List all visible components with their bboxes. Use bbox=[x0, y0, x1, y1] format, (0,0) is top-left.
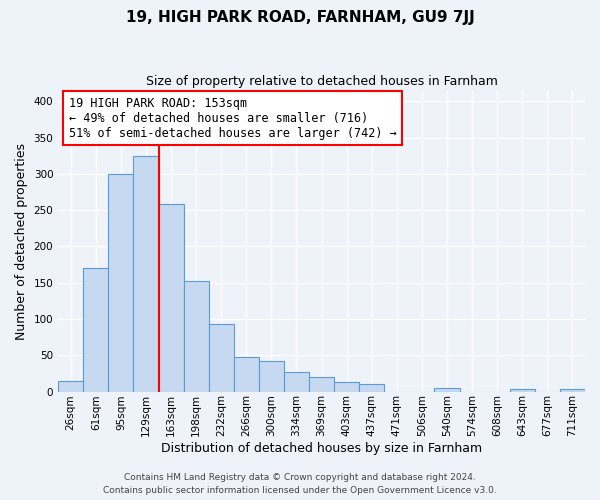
Bar bbox=[334, 382, 359, 392]
Text: 19, HIGH PARK ROAD, FARNHAM, GU9 7JJ: 19, HIGH PARK ROAD, FARNHAM, GU9 7JJ bbox=[125, 10, 475, 25]
Bar bbox=[284, 372, 309, 392]
Bar bbox=[109, 174, 133, 392]
Bar bbox=[234, 356, 259, 392]
Bar bbox=[560, 390, 585, 392]
Text: Contains HM Land Registry data © Crown copyright and database right 2024.
Contai: Contains HM Land Registry data © Crown c… bbox=[103, 474, 497, 495]
Bar bbox=[184, 282, 209, 392]
Bar bbox=[259, 361, 284, 392]
Bar bbox=[510, 390, 535, 392]
Text: 19 HIGH PARK ROAD: 153sqm
← 49% of detached houses are smaller (716)
51% of semi: 19 HIGH PARK ROAD: 153sqm ← 49% of detac… bbox=[69, 96, 397, 140]
Bar bbox=[309, 377, 334, 392]
Bar bbox=[434, 388, 460, 392]
Bar bbox=[58, 380, 83, 392]
Bar bbox=[359, 384, 385, 392]
X-axis label: Distribution of detached houses by size in Farnham: Distribution of detached houses by size … bbox=[161, 442, 482, 455]
Bar bbox=[133, 156, 158, 392]
Y-axis label: Number of detached properties: Number of detached properties bbox=[15, 142, 28, 340]
Bar bbox=[158, 204, 184, 392]
Bar bbox=[83, 268, 109, 392]
Bar bbox=[209, 324, 234, 392]
Title: Size of property relative to detached houses in Farnham: Size of property relative to detached ho… bbox=[146, 75, 497, 88]
